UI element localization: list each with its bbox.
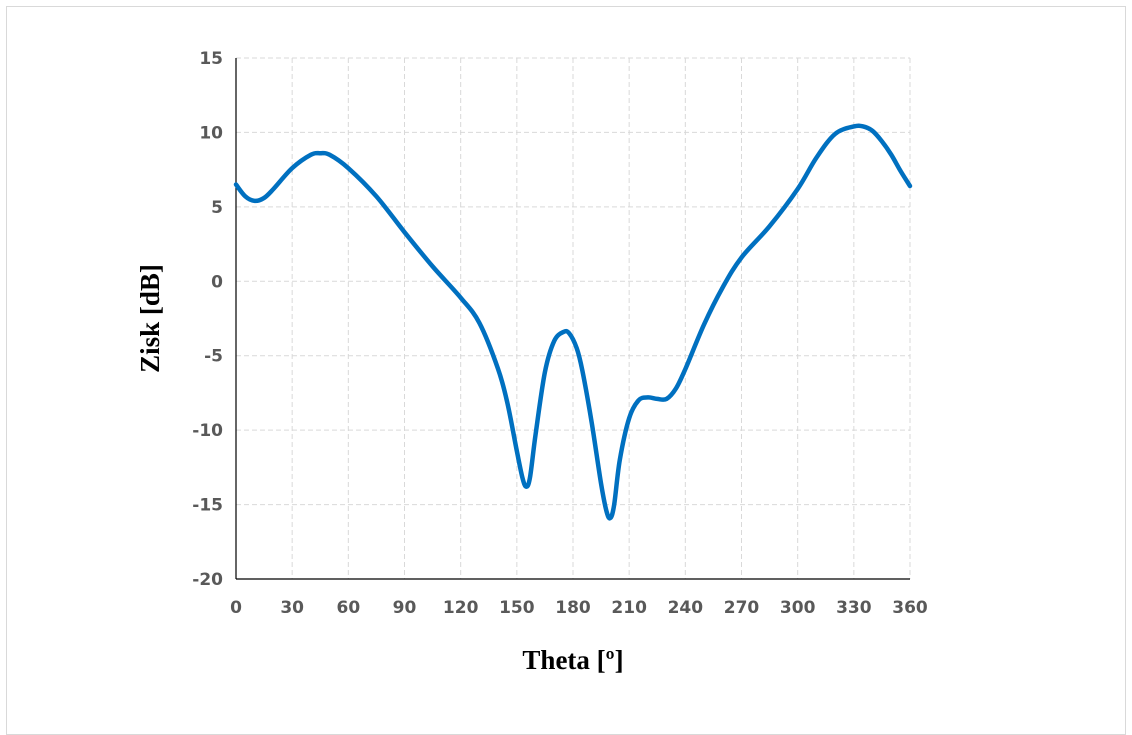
x-tick-label: 210 xyxy=(611,598,647,618)
x-tick-label: 240 xyxy=(668,598,704,618)
x-tick-label: 150 xyxy=(499,598,535,618)
y-tick-label: 5 xyxy=(211,198,223,218)
y-tick-label: 10 xyxy=(199,123,223,143)
x-tick-label: 120 xyxy=(443,598,479,618)
x-tick-label: 180 xyxy=(555,598,591,618)
x-tick-label: 30 xyxy=(280,598,304,618)
y-tick-label: 0 xyxy=(211,272,223,292)
x-tick-label: 0 xyxy=(230,598,242,618)
y-tick-labels: -20 -15 -10 -5 0 5 10 15 xyxy=(192,49,223,590)
line-chart: -20 -15 -10 -5 0 5 10 15 0 30 60 90 120 150 180 210 240… xyxy=(7,7,1125,734)
y-tick-label: -5 xyxy=(204,347,223,367)
y-tick-label: -20 xyxy=(192,570,223,590)
x-tick-label: 330 xyxy=(836,598,872,618)
y-tick-label: -10 xyxy=(192,421,223,441)
gridlines xyxy=(236,58,910,579)
x-axis-title: Theta [º] xyxy=(522,645,623,675)
x-tick-labels: 0 30 60 90 120 150 180 210 240 270 300 330 360 xyxy=(230,598,928,618)
x-tick-label: 60 xyxy=(336,598,360,618)
y-tick-label: -15 xyxy=(192,496,223,516)
x-tick-label: 300 xyxy=(780,598,816,618)
y-axis-title: Zisk [dB] xyxy=(135,264,165,373)
x-tick-label: 360 xyxy=(892,598,928,618)
y-tick-label: 15 xyxy=(199,49,223,69)
chart-frame: -20 -15 -10 -5 0 5 10 15 0 30 60 90 120 150 180 210 240… xyxy=(6,6,1126,735)
x-tick-label: 270 xyxy=(724,598,760,618)
x-tick-label: 90 xyxy=(393,598,417,618)
